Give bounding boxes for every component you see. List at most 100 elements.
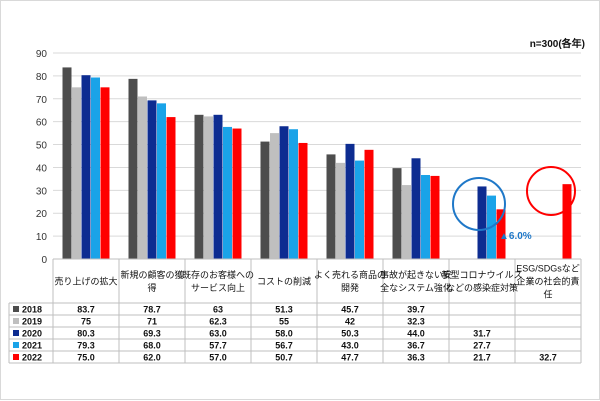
- data-label: 45.7: [341, 305, 359, 315]
- legend-swatch-2019: [13, 318, 19, 324]
- bar-2020: [345, 143, 355, 259]
- data-label: 42: [345, 317, 355, 327]
- legend-label: 2018: [22, 305, 42, 315]
- data-label: 71: [147, 317, 157, 327]
- bar-2020: [279, 126, 289, 259]
- bar-2018: [326, 154, 336, 259]
- bar-2022: [496, 209, 506, 259]
- highlight-circle-covid: [452, 177, 506, 231]
- data-label: 21.7: [473, 353, 491, 363]
- data-label: 32.3: [407, 317, 425, 327]
- data-label: 55: [279, 317, 289, 327]
- category-label: 既存のお客様への: [182, 269, 254, 280]
- y-tick-label: 20: [36, 209, 48, 220]
- bar-2021: [355, 160, 364, 259]
- data-label: 62.3: [209, 317, 227, 327]
- bar-2018: [392, 168, 402, 259]
- data-label: 31.7: [473, 329, 491, 339]
- bar-2019: [138, 96, 147, 259]
- category-label: 任: [543, 289, 552, 300]
- legend-label: 2021: [22, 341, 42, 351]
- bar-2020: [81, 75, 91, 259]
- category-label: 新規の顧客の獲: [120, 269, 183, 280]
- data-label: 36.3: [407, 353, 425, 363]
- category-label: 事故が起きない安: [380, 269, 452, 280]
- bar-2018: [260, 141, 270, 259]
- legend-swatch-2021: [13, 342, 19, 348]
- y-tick-label: 50: [36, 141, 48, 152]
- y-tick-label: 80: [36, 72, 48, 83]
- bar-2020: [411, 158, 421, 259]
- bar-2018: [194, 114, 204, 259]
- data-label: 79.3: [77, 341, 95, 351]
- legend-swatch-2022: [13, 354, 19, 360]
- bar-2019: [72, 87, 81, 259]
- category-label: コストの削減: [257, 276, 311, 287]
- sample-size-note: n=300(各年): [529, 39, 585, 50]
- change-callout: ▲6.0%: [499, 231, 532, 242]
- data-label: 50.3: [341, 329, 359, 339]
- category-label: 得: [147, 282, 156, 293]
- legend-label: 2019: [22, 317, 42, 327]
- bar-2019: [402, 185, 411, 259]
- bar-2019: [270, 133, 279, 259]
- bar-2022: [100, 87, 110, 259]
- category-label: 新型コロナウイルス: [441, 269, 522, 280]
- data-label: 44.0: [407, 329, 425, 339]
- data-label: 56.7: [275, 341, 293, 351]
- bar-2021: [91, 77, 100, 259]
- data-label: 83.7: [77, 305, 95, 315]
- data-label: 57.7: [209, 341, 227, 351]
- category-label: 売り上げの拡大: [54, 276, 117, 287]
- data-label: 63: [213, 305, 223, 315]
- bar-2022: [430, 175, 440, 259]
- data-label: 57.0: [209, 353, 227, 363]
- data-label: 27.7: [473, 341, 491, 351]
- legend-label: 2022: [22, 353, 42, 363]
- data-label: 47.7: [341, 353, 359, 363]
- bar-2022: [232, 128, 242, 259]
- bar-2022: [364, 149, 374, 259]
- bar-2020: [147, 100, 157, 259]
- bar-2021: [157, 103, 166, 259]
- bar-2022: [298, 142, 308, 259]
- bar-2018: [62, 67, 72, 259]
- y-tick-label: 10: [36, 232, 48, 243]
- bar-2019: [204, 116, 213, 259]
- y-tick-label: 60: [36, 118, 48, 129]
- data-label: 36.7: [407, 341, 425, 351]
- category-label: 全なシステム強化: [380, 282, 452, 293]
- category-label: などの感染症対策: [446, 282, 518, 293]
- data-label: 51.3: [275, 305, 293, 315]
- data-label: 80.3: [77, 329, 95, 339]
- category-label: サービス向上: [191, 282, 245, 293]
- data-label: 78.7: [143, 305, 161, 315]
- data-label: 39.7: [407, 305, 425, 315]
- highlight-circle-esg: [526, 166, 576, 216]
- data-label: 69.3: [143, 329, 161, 339]
- data-label: 63.0: [209, 329, 227, 339]
- data-label: 68.0: [143, 341, 161, 351]
- y-tick-label: 0: [41, 255, 47, 266]
- data-label: 75.0: [77, 353, 95, 363]
- bar-2019: [336, 162, 345, 259]
- data-label: 32.7: [539, 353, 557, 363]
- category-label: 開発: [341, 282, 359, 293]
- legend-swatch-2018: [13, 306, 19, 312]
- data-label: 62.0: [143, 353, 161, 363]
- category-label: 企業の社会的責: [516, 276, 579, 287]
- category-label: よく売れる商品の: [314, 269, 386, 280]
- legend-label: 2020: [22, 329, 42, 339]
- bar-2021: [289, 129, 298, 259]
- data-label: 58.0: [275, 329, 293, 339]
- y-tick-label: 40: [36, 163, 48, 174]
- y-tick-label: 30: [36, 186, 48, 197]
- bar-2022: [166, 117, 176, 259]
- bar-2021: [223, 126, 232, 259]
- bar-2022: [562, 184, 572, 259]
- bar-2020: [477, 186, 487, 259]
- bar-2018: [128, 78, 138, 259]
- y-tick-label: 90: [36, 49, 48, 60]
- bar-2021: [421, 174, 430, 259]
